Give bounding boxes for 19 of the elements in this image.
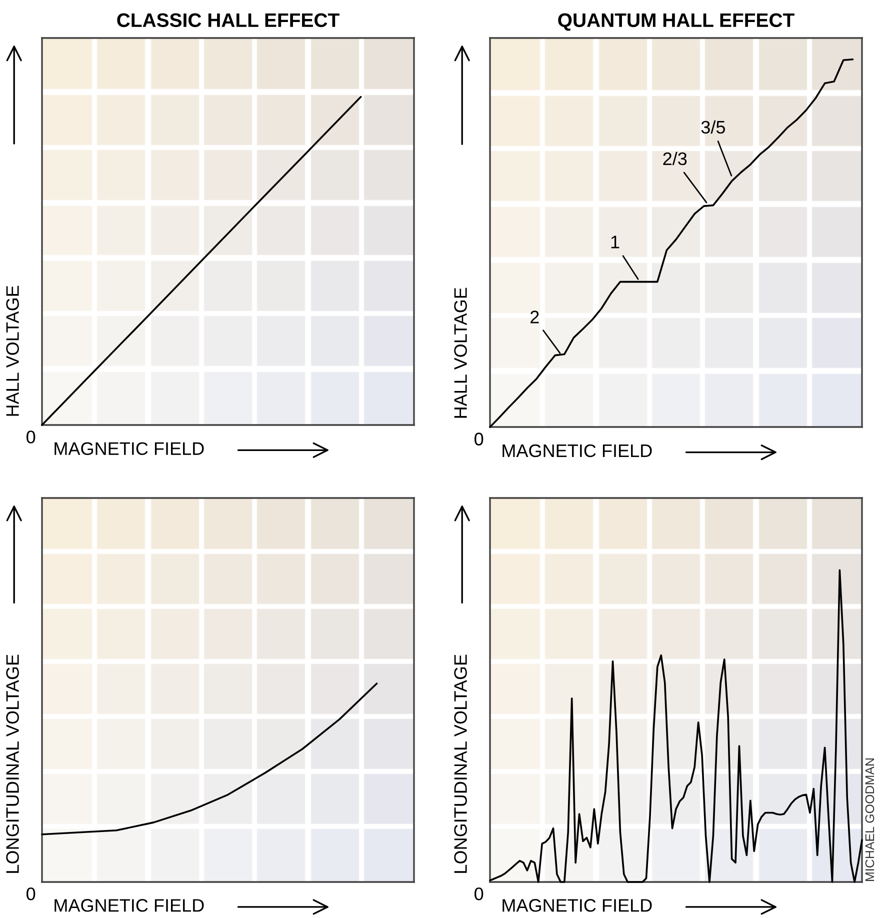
x-axis-title: MAGNETIC FIELD [502, 444, 652, 458]
y-axis-title: LONGITUDINAL VOLTAGE [6, 654, 19, 873]
chart-title: QUANTUM HALL EFFECT [558, 13, 794, 31]
y-axis-title: HALL VOLTAGE [454, 288, 467, 418]
annotation: 1 [611, 236, 620, 248]
annotation: 2 [530, 310, 539, 324]
y-axis-title: HALL VOLTAGE [6, 286, 19, 416]
annotation: 2/3 [663, 152, 687, 166]
text: 0 [26, 888, 36, 900]
x-axis-title: MAGNETIC FIELD [54, 899, 204, 912]
chart-title: CLASSIC HALL EFFECT [117, 13, 340, 28]
text: 0 [474, 888, 484, 900]
text: MICHAEL GOODMAN [865, 758, 874, 881]
y-axis-title: LONGITUDINAL VOLTAGE [454, 654, 467, 873]
x-axis-title: MAGNETIC FIELD [54, 442, 204, 455]
text: 0 [474, 432, 484, 446]
text: 0 [26, 430, 36, 444]
annotation: 3/5 [701, 120, 725, 134]
x-axis-title: MAGNETIC FIELD [502, 899, 652, 912]
